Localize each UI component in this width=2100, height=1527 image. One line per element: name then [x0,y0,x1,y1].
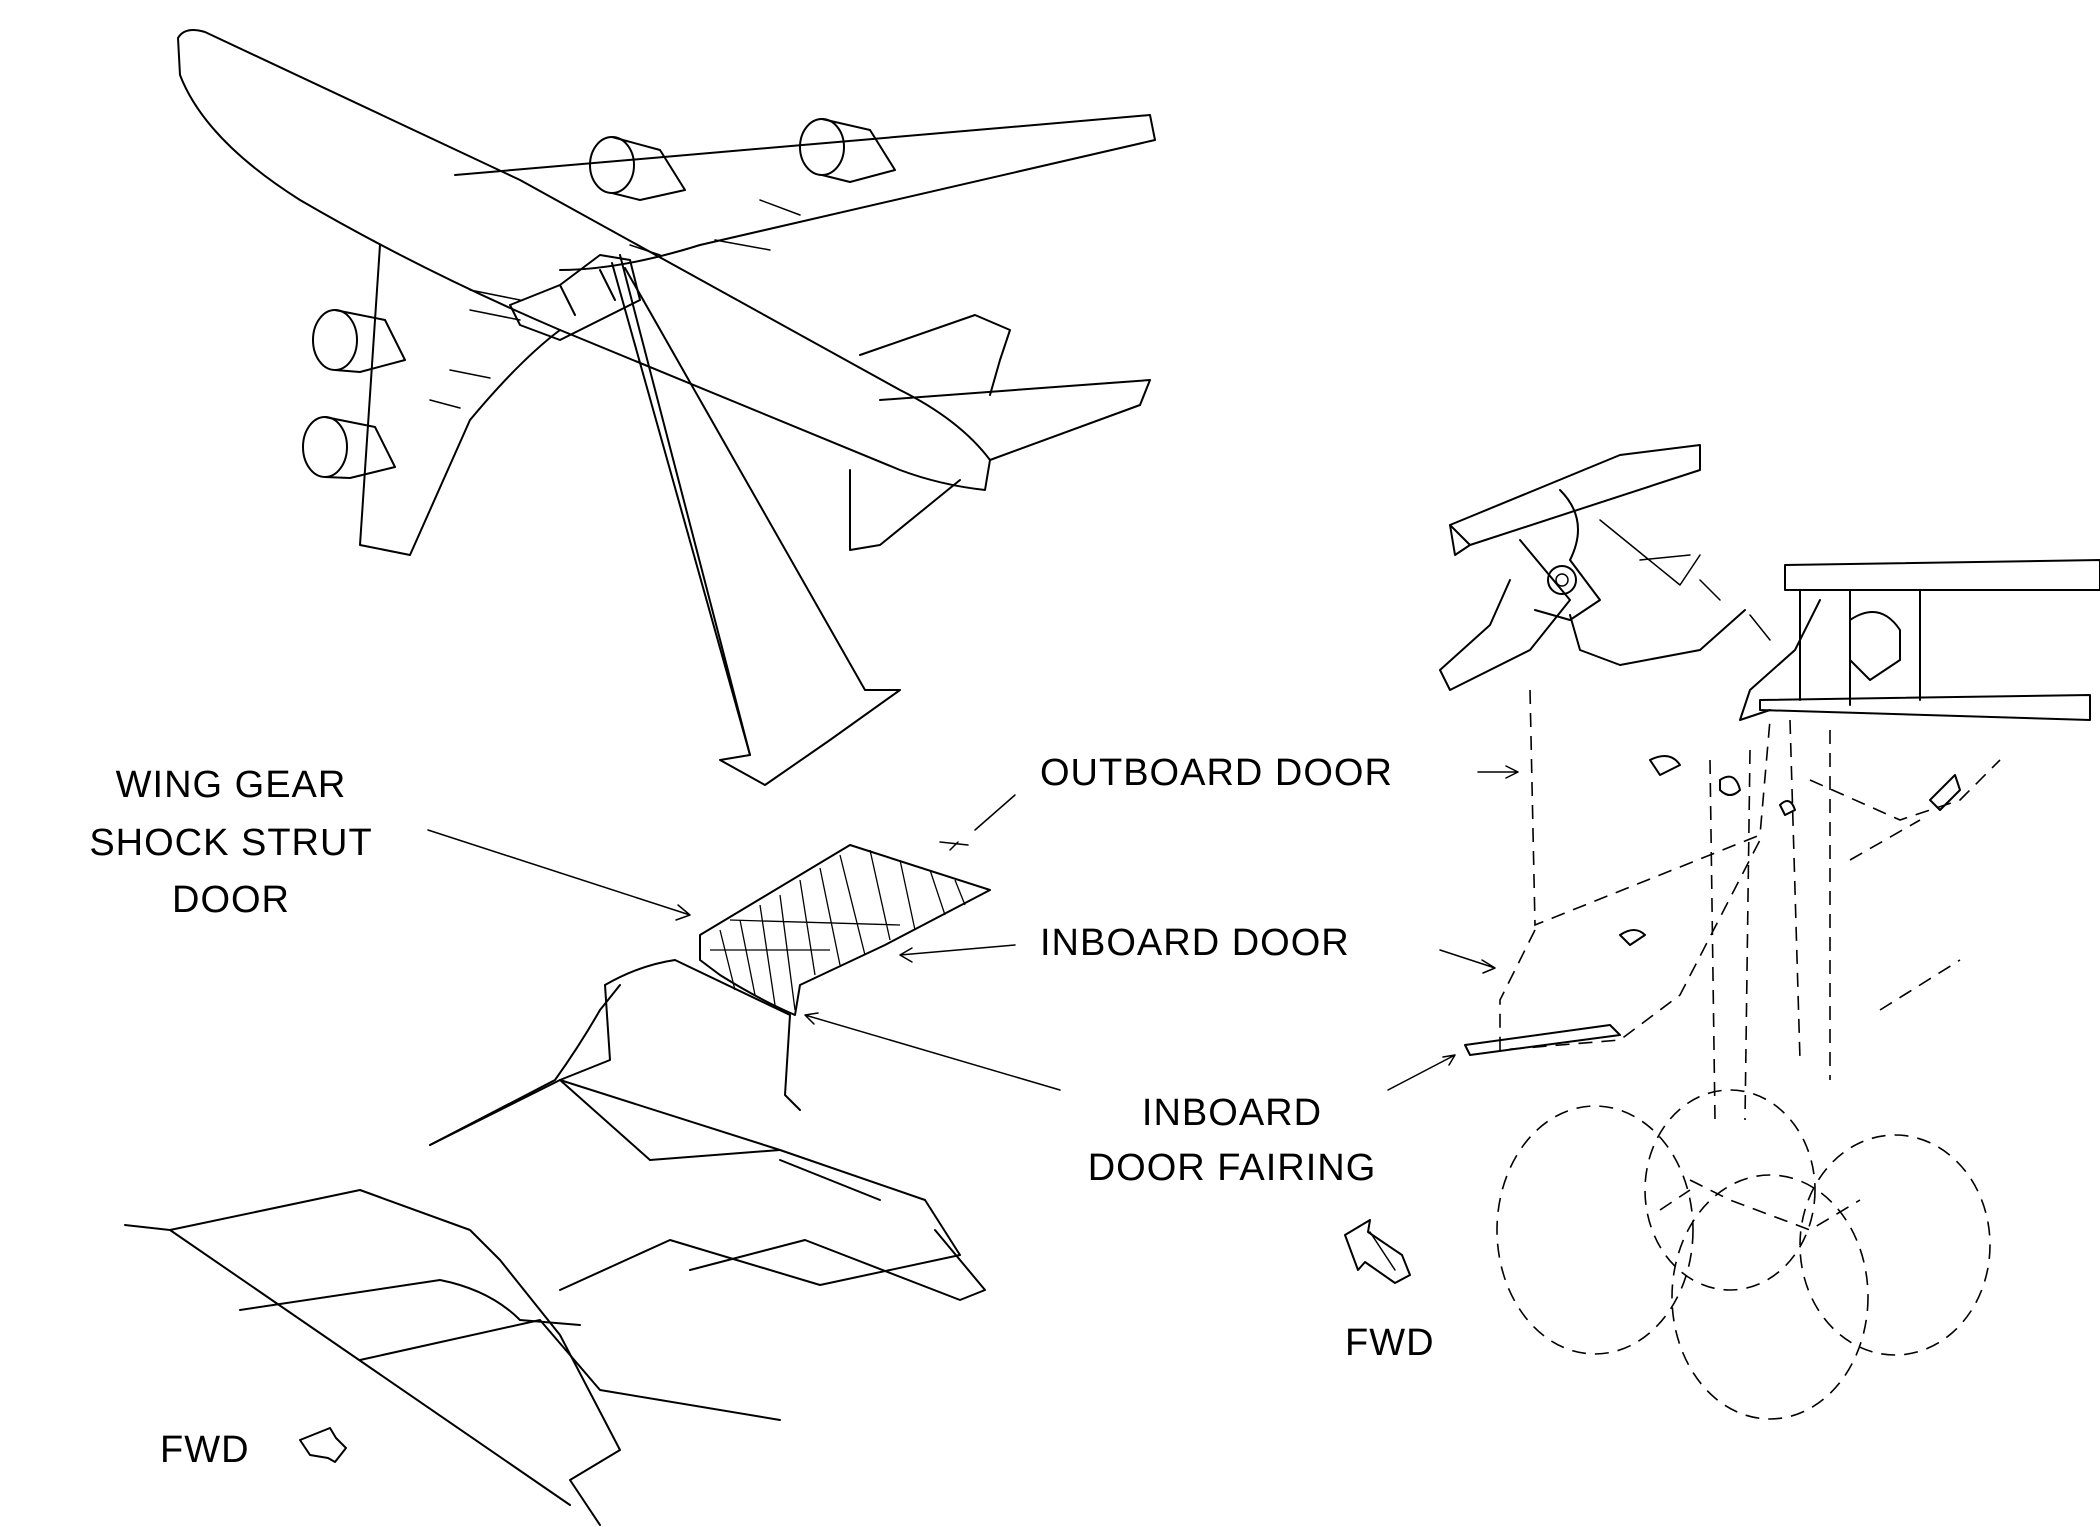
engine-2 [799,118,896,183]
leader-inboard-fairing-left [804,1012,1061,1091]
label-inboard-door: INBOARD DOOR [1040,922,1350,964]
label-outboard-door: OUTBOARD DOOR [1040,752,1393,794]
shock-strut [1709,719,1831,1121]
label-fwd-left: FWD [160,1429,250,1471]
airplane-h-stab-upper [859,314,1011,396]
fwd-arrow-left-icon [299,1427,347,1463]
leader-inboard-door-left [899,944,1016,963]
shock-strut-door-hatched [699,844,991,1016]
inboard-door-outline [1499,839,1761,1051]
airplane-view [177,29,1156,786]
gear-trunnion-structure [1449,444,1701,556]
engine-3 [312,309,406,373]
label-wing-gear-line2: SHOCK STRUT [89,822,372,864]
wheel-2 [1644,1089,1816,1291]
airplane-h-stab-lower [849,469,961,551]
label-wing-gear-line1: WING GEAR [116,764,347,806]
main-gear-view [1344,444,2100,1420]
leader-outboard-door-right [1477,765,1519,779]
airplane-h-stab-upper2 [879,379,1151,461]
leader-wing-gear-door [427,829,691,921]
leader-inboard-door-right [1439,949,1496,974]
engine-4 [302,416,396,479]
engine-1 [589,136,686,201]
airplane-right-wing [454,114,1156,271]
wheel-4 [1671,1174,1869,1420]
wheel-3 [1799,1134,1991,1356]
airplane-fuselage [177,29,991,491]
wing-lower-surface-view [124,794,1061,1526]
flap-fairings [429,199,801,409]
label-fwd-right: FWD [1345,1322,1435,1364]
wing-surface-outline [124,1189,621,1526]
label-inboard-fairing-line1: INBOARD [1142,1092,1322,1134]
wheel-1 [1496,1105,1694,1355]
label-wing-gear-line3: DOOR [172,879,290,921]
airplane-left-wing [359,244,561,556]
outboard-door-outline [1529,689,1771,927]
leader-inboard-fairing-right [1387,1054,1456,1091]
inboard-door-fairing-shape [604,959,801,1111]
inboard-door-fairing-right [1464,1024,1621,1056]
fwd-arrow-right-icon [1344,1219,1411,1284]
label-inboard-fairing-line2: DOOR FAIRING [1088,1147,1377,1189]
airplane-gear-doors [509,254,641,341]
leader-outboard-door-left [939,794,1016,851]
zoom-callout-arrow [619,254,901,786]
